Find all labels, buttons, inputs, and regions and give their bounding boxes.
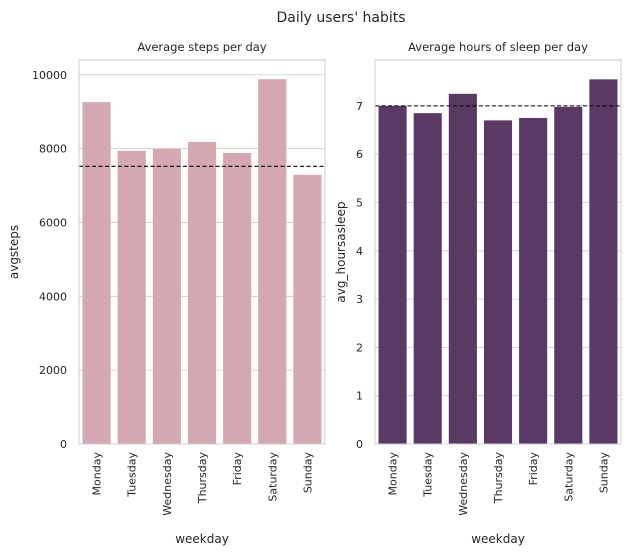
x-tick-label: Sunday [301,452,314,494]
bar-thursday [187,141,217,444]
panel-title: Average hours of sleep per day [408,40,588,54]
x-tick-label: Monday [387,452,400,496]
x-tick-label: Tuesday [126,452,139,498]
y-axis-label: avgsteps [7,225,21,279]
x-tick-label: Monday [91,452,104,496]
y-tick-label: 7 [356,100,363,113]
x-tick-label: Tuesday [422,452,435,498]
x-tick-label: Friday [231,452,244,486]
axes-frame [374,59,622,445]
sleep-chart: 0 1 2 3 4 5 6 7 Monday Tuesday Wednesday Thursday Fr… [334,40,622,546]
bar-tuesday [413,113,442,444]
y-axis-label: avg_hoursasleep [334,201,348,302]
bar-saturday [554,106,583,444]
y-tick-label: 0 [356,438,363,451]
x-tick-label: Friday [527,452,540,486]
y-tick-label: 1 [356,390,363,403]
y-tick-label: 2 [356,341,363,354]
x-axis-label: weekday [175,532,229,546]
x-tick-label: Saturday [562,452,575,502]
bar-thursday [483,120,513,445]
x-tick-label: Thursday [492,452,505,505]
y-tick-label: 4000 [39,290,67,303]
y-tick-label: 6 [356,148,363,161]
bar-monday [378,105,407,445]
bar-wednesday [448,93,477,445]
bar-sunday [293,174,322,445]
y-tick-label: 0 [60,438,67,451]
x-axis-label: weekday [471,532,525,546]
bar-wednesday [152,148,181,444]
y-tick-label: 8000 [39,143,67,156]
bar-friday [519,117,548,444]
bar-friday [223,153,252,445]
bar-monday [82,102,111,444]
x-tick-label: Wednesday [457,452,470,516]
y-tick-label: 4 [356,245,363,258]
bar-tuesday [117,150,146,445]
x-tick-label: Thursday [196,452,209,505]
steps-chart: 0 2000 4000 6000 8000 10000 Monday Tuesday Wedne… [7,40,326,546]
x-tick-label: Sunday [597,452,610,494]
panel-title: Average steps per day [137,40,267,54]
axes-frame [78,59,326,445]
figure-suptitle: Daily users' habits [276,10,405,26]
y-tick-label: 5 [356,196,363,209]
x-tick-label: Saturday [266,452,279,502]
y-tick-label: 2000 [39,364,67,377]
y-tick-label: 6000 [39,216,67,229]
y-tick-label: 10000 [32,69,67,82]
bar-saturday [258,79,287,444]
y-tick-label: 3 [356,293,363,306]
bar-sunday [589,79,618,445]
x-tick-label: Wednesday [161,452,174,516]
